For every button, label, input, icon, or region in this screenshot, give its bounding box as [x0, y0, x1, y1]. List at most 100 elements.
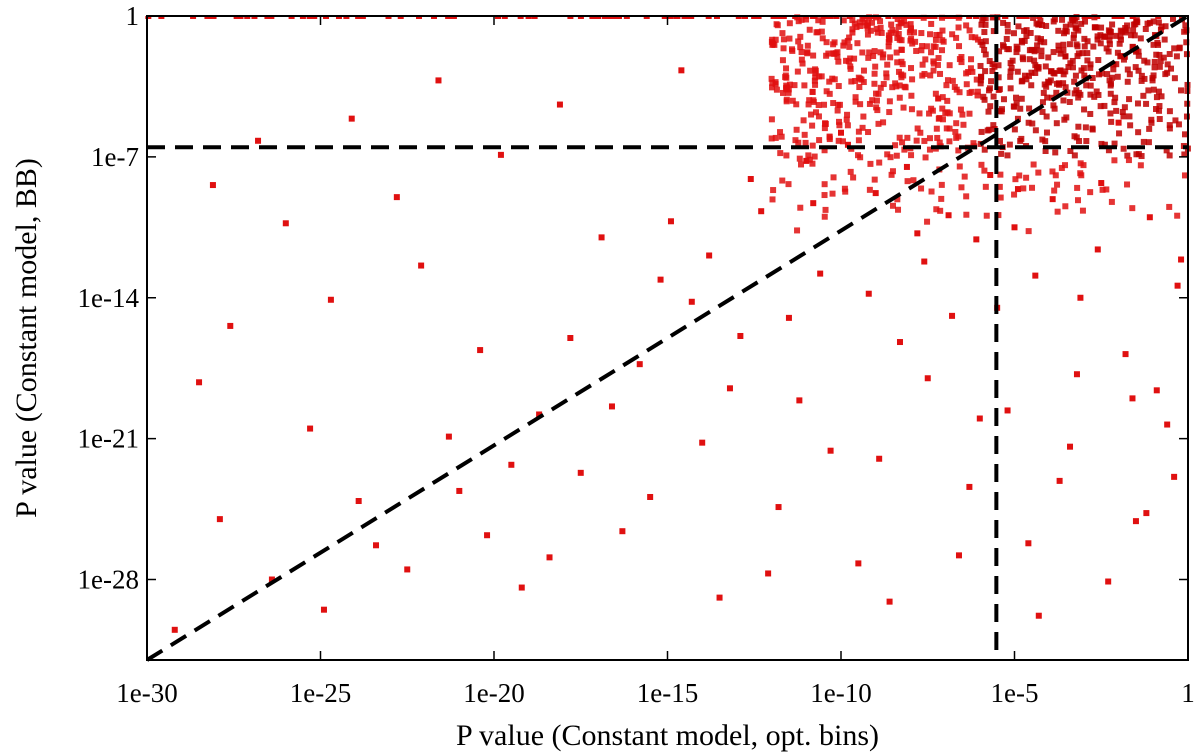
dense-point [1174, 212, 1181, 219]
dense-point [874, 29, 881, 36]
top-edge-point [1129, 16, 1136, 19]
dense-point [1075, 89, 1082, 96]
dense-point [1129, 44, 1136, 51]
data-point [699, 439, 706, 446]
dense-point [1119, 108, 1126, 115]
dense-point [1120, 56, 1127, 63]
dense-point [1079, 50, 1086, 57]
dense-point [876, 159, 883, 166]
dense-point [902, 84, 909, 91]
dense-point [1151, 58, 1158, 65]
dense-point [821, 181, 828, 188]
data-point [1094, 246, 1101, 253]
dense-point [885, 39, 892, 46]
dense-point [835, 83, 842, 90]
dense-point [926, 135, 933, 142]
data-point [838, 129, 844, 136]
dense-point [1091, 93, 1098, 100]
dense-point [933, 125, 940, 132]
top-edge-point [237, 16, 244, 19]
dense-point [1089, 74, 1096, 81]
dense-point [1148, 119, 1155, 126]
data-point [445, 433, 452, 440]
dense-point [1035, 21, 1042, 28]
top-edge-point [531, 16, 538, 19]
dense-point [1060, 97, 1067, 104]
dense-point [834, 49, 841, 56]
data-point [955, 552, 962, 559]
dense-point [777, 150, 784, 157]
dense-point [870, 52, 877, 59]
dense-point [1181, 131, 1188, 138]
dense-point [1071, 78, 1078, 85]
dense-point [1047, 77, 1054, 84]
dense-point [1071, 133, 1078, 140]
dense-point [780, 36, 787, 43]
dense-point [893, 83, 900, 90]
x-tick-label: 1e-10 [810, 678, 871, 708]
dense-point [788, 46, 795, 53]
dense-point [1111, 99, 1118, 106]
top-edge-point [1016, 16, 1023, 19]
dense-point [978, 21, 985, 28]
top-edge-point [685, 16, 692, 19]
dense-point [1104, 71, 1111, 78]
data-point [949, 312, 956, 319]
dense-point [919, 61, 926, 68]
dense-point [1070, 31, 1077, 38]
dense-point [974, 92, 981, 99]
dense-point [1158, 93, 1165, 100]
top-edge-point [525, 16, 532, 19]
top-edge-point [910, 16, 917, 19]
dense-point [844, 37, 851, 44]
dense-point [1126, 96, 1133, 103]
dense-point [1051, 70, 1058, 77]
data-point [435, 77, 442, 84]
dense-point [878, 29, 885, 36]
dense-point [1153, 106, 1160, 113]
dense-point [987, 103, 994, 110]
x-tick-label: 1e-5 [991, 678, 1039, 708]
top-edge-point [897, 16, 904, 19]
dense-point [864, 31, 871, 38]
dense-point [1007, 73, 1014, 80]
dense-point [1181, 151, 1188, 158]
dense-point [1026, 105, 1033, 112]
dense-point [1157, 58, 1164, 65]
dense-point [944, 77, 951, 84]
data-point [1115, 119, 1122, 126]
dense-point [989, 68, 996, 75]
data-points [171, 67, 1185, 633]
dense-point [1065, 64, 1072, 71]
dense-point [981, 167, 988, 174]
dense-point [769, 79, 776, 86]
dense-point [894, 196, 901, 203]
dense-point [1075, 123, 1082, 130]
dense-point [802, 139, 809, 146]
dense-point [835, 137, 842, 144]
dense-point [873, 25, 880, 32]
dense-point [1080, 162, 1087, 169]
dense-point [961, 173, 968, 180]
dense-point [806, 156, 813, 163]
dense-point [1050, 49, 1057, 56]
dense-point [859, 124, 866, 131]
dense-point [1107, 110, 1114, 117]
dense-point [1145, 139, 1152, 146]
top-edge-point [385, 16, 392, 19]
dense-point [861, 19, 868, 26]
dense-point [903, 21, 910, 28]
dense-point [928, 20, 935, 27]
data-point [393, 194, 400, 201]
dense-point [780, 89, 787, 96]
dense-point [813, 29, 820, 36]
dense-point [1130, 27, 1137, 34]
dense-point [913, 47, 920, 54]
dense-point [877, 18, 884, 25]
dense-point [1146, 125, 1153, 132]
dense-point [982, 183, 989, 190]
dense-point [981, 96, 988, 103]
dense-point [1023, 76, 1030, 83]
dense-point [1118, 53, 1125, 60]
dense-point [867, 27, 874, 34]
